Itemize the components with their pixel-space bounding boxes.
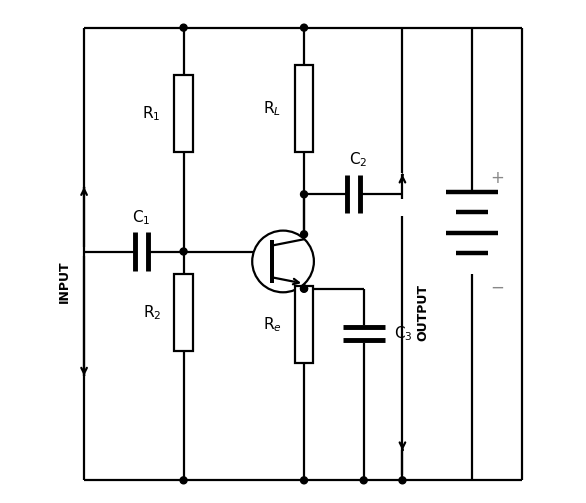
Bar bbox=[295, 65, 314, 152]
Text: INPUT: INPUT bbox=[57, 260, 71, 303]
Circle shape bbox=[180, 477, 187, 484]
Text: R$_1$: R$_1$ bbox=[142, 104, 161, 123]
Circle shape bbox=[180, 248, 187, 255]
Circle shape bbox=[180, 24, 187, 31]
Circle shape bbox=[301, 285, 308, 292]
Text: C$_1$: C$_1$ bbox=[132, 208, 151, 227]
Circle shape bbox=[301, 477, 308, 484]
Text: C$_2$: C$_2$ bbox=[349, 151, 367, 170]
Text: +: + bbox=[490, 169, 504, 187]
Text: −: − bbox=[490, 279, 504, 297]
Bar bbox=[295, 286, 314, 364]
Text: OUTPUT: OUTPUT bbox=[417, 284, 430, 341]
Bar bbox=[174, 75, 193, 152]
Text: C$_3$: C$_3$ bbox=[394, 324, 412, 343]
Circle shape bbox=[399, 477, 406, 484]
Text: R$_2$: R$_2$ bbox=[142, 303, 161, 322]
Circle shape bbox=[301, 191, 308, 198]
Text: R$_L$: R$_L$ bbox=[263, 99, 281, 118]
Circle shape bbox=[301, 24, 308, 31]
Bar bbox=[174, 274, 193, 351]
Circle shape bbox=[301, 231, 308, 238]
Circle shape bbox=[360, 477, 367, 484]
Circle shape bbox=[252, 230, 314, 292]
Circle shape bbox=[301, 285, 308, 292]
Text: R$_e$: R$_e$ bbox=[263, 315, 282, 334]
